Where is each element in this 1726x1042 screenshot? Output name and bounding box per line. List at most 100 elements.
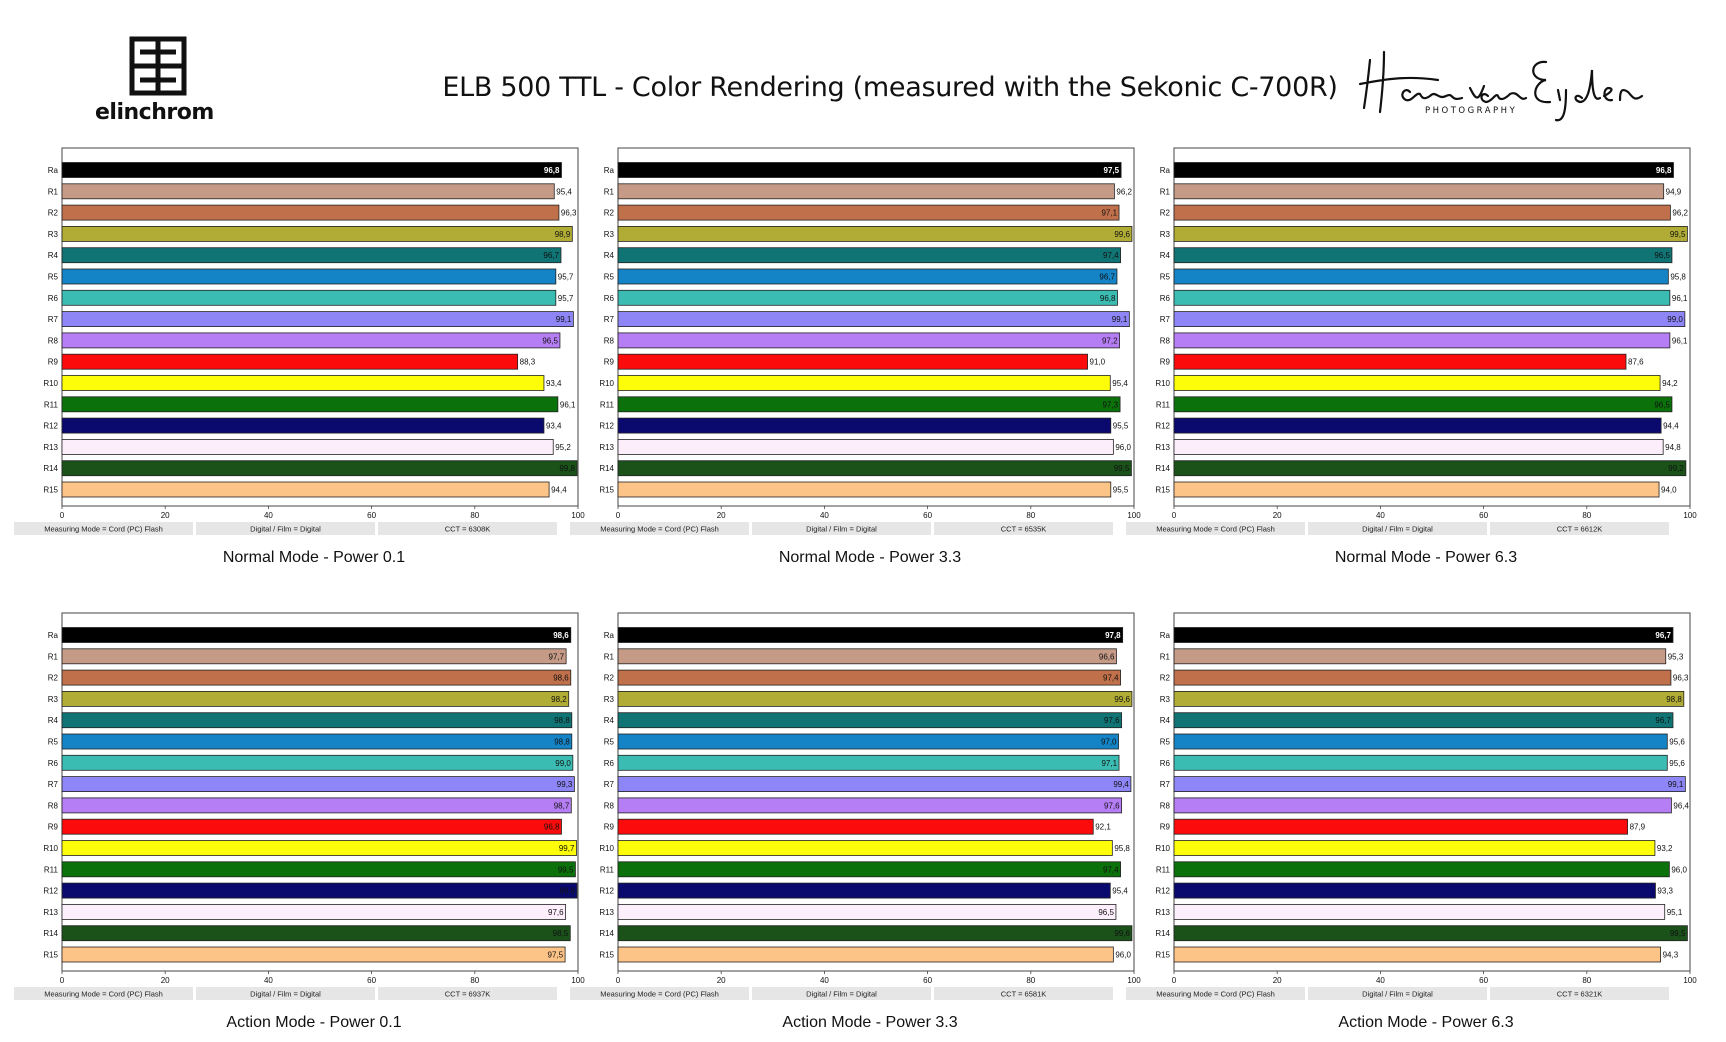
x-tick-label: 80	[1026, 511, 1035, 520]
value-label: 88,3	[520, 358, 536, 367]
category-label: R15	[43, 486, 58, 495]
bar-r14	[617, 925, 1133, 942]
category-label: R1	[1160, 652, 1171, 661]
footer-cell	[1490, 522, 1669, 535]
category-label: R4	[1160, 251, 1171, 260]
bar-r14	[1173, 925, 1688, 942]
category-label: R10	[43, 379, 58, 388]
bar-r14	[617, 460, 1132, 477]
value-label: 94,9	[1666, 187, 1682, 196]
bar-r12	[1173, 882, 1656, 899]
category-label: R6	[48, 759, 59, 768]
value-label: 95,5	[1113, 486, 1129, 495]
bar-r10	[617, 375, 1111, 391]
bar-ra	[617, 627, 1124, 643]
bar-r3	[61, 691, 570, 707]
chart-title: Action Mode - Power 6.3	[1338, 1014, 1513, 1031]
category-label: R13	[599, 908, 614, 917]
x-tick-label: 0	[616, 976, 621, 985]
bar-r12	[1173, 417, 1662, 434]
bar-r14	[1173, 460, 1687, 477]
chart-normal-power-3-3: Ra 97,5 R1 96,2 R2 97,1 R3 99,6 R4 97,4 R5 96,7 R6 96…	[570, 147, 1141, 566]
bar-r4	[1173, 247, 1673, 264]
value-label: 99,1	[1112, 315, 1128, 324]
x-tick-label: 40	[820, 511, 829, 520]
value-label: 99,7	[559, 844, 575, 853]
x-tick-label: 100	[1683, 511, 1697, 520]
category-label: R2	[1160, 674, 1171, 683]
value-label: 96,1	[1672, 336, 1688, 345]
chart-normal-power-6-3: Ra 96,8 R1 94,9 R2 96,2 R3 99,5 R4 96,5 R5 95,8 R6 96…	[1126, 147, 1697, 566]
value-label: 96,0	[1671, 865, 1687, 874]
value-label: 99,0	[555, 759, 571, 768]
bar-r5	[1173, 733, 1668, 750]
category-label: R13	[599, 443, 614, 452]
x-tick-label: 0	[60, 976, 65, 985]
category-label: R13	[43, 443, 58, 452]
x-tick-label: 20	[717, 976, 726, 985]
footer-text: Measuring Mode = Cord (PC) Flash	[600, 990, 719, 999]
value-label: 92,1	[1095, 823, 1111, 832]
bar-r4	[617, 247, 1121, 264]
value-label: 96,5	[1098, 908, 1114, 917]
x-tick-label: 100	[1127, 976, 1141, 985]
footer-cell	[752, 987, 931, 1000]
category-label: Ra	[1160, 166, 1171, 175]
chart-title: Normal Mode - Power 0.1	[223, 549, 405, 566]
bar-r11	[1173, 861, 1670, 878]
bar-r5	[617, 733, 1119, 750]
bar-r8	[61, 332, 561, 349]
bar-r10	[61, 840, 577, 856]
category-label: R12	[1155, 887, 1170, 896]
bar-r6	[61, 754, 574, 771]
bar-r3	[1173, 691, 1685, 707]
value-label: 96,7	[1099, 273, 1115, 282]
category-label: R3	[48, 695, 59, 704]
footer-cell	[1308, 987, 1487, 1000]
x-tick-label: 0	[1172, 511, 1177, 520]
value-label: 95,4	[1112, 887, 1128, 896]
bar-r7	[1173, 311, 1686, 328]
x-tick-label: 100	[1683, 976, 1697, 985]
value-label: 94,0	[1661, 486, 1677, 495]
category-label: R3	[1160, 230, 1171, 239]
category-label: R12	[599, 887, 614, 896]
bar-r14	[61, 460, 578, 477]
bar-r13	[617, 438, 1114, 455]
bar-r9	[617, 818, 1094, 835]
chart-action-power-3-3: Ra 97,8 R1 96,6 R2 97,4 R3 99,6 R4 97,6 R5 97,0 R6 97…	[570, 612, 1141, 1031]
category-label: R5	[1160, 273, 1171, 282]
category-label: R11	[44, 400, 59, 409]
bar-r6	[1173, 289, 1671, 306]
bar-r11	[617, 396, 1121, 413]
footer-text: Measuring Mode = Cord (PC) Flash	[44, 990, 163, 999]
category-label: R6	[1160, 759, 1171, 768]
value-label: 95,4	[556, 187, 572, 196]
value-label: 95,6	[1669, 738, 1685, 747]
x-tick-label: 20	[161, 976, 170, 985]
footer-cell	[752, 522, 931, 535]
value-label: 99,5	[1114, 464, 1130, 473]
category-label: R12	[599, 422, 614, 431]
value-label: 97,8	[1105, 631, 1121, 640]
bar-r13	[61, 903, 567, 920]
category-label: R7	[48, 315, 59, 324]
bar-r5	[1173, 268, 1669, 285]
category-label: R7	[48, 780, 59, 789]
chart-action-power-0-1: Ra 98,6 R1 97,7 R2 98,6 R3 98,2 R4 98,8 R5 98,8 R6 99…	[14, 612, 585, 1031]
bar-r4	[1173, 712, 1674, 729]
value-label: 87,6	[1628, 358, 1644, 367]
chart-title: Normal Mode - Power 3.3	[779, 549, 961, 566]
x-tick-label: 100	[571, 511, 585, 520]
category-label: R9	[48, 358, 59, 367]
value-label: 99,0	[1667, 315, 1683, 324]
x-tick-label: 80	[1026, 976, 1035, 985]
bar-r5	[61, 733, 573, 750]
value-label: 94,3	[1663, 951, 1679, 960]
bar-r5	[61, 268, 557, 285]
value-label: 99,6	[1114, 929, 1130, 938]
category-label: R5	[604, 273, 615, 282]
bar-r13	[1173, 438, 1664, 455]
category-label: R4	[48, 251, 59, 260]
category-label: R13	[1155, 443, 1170, 452]
